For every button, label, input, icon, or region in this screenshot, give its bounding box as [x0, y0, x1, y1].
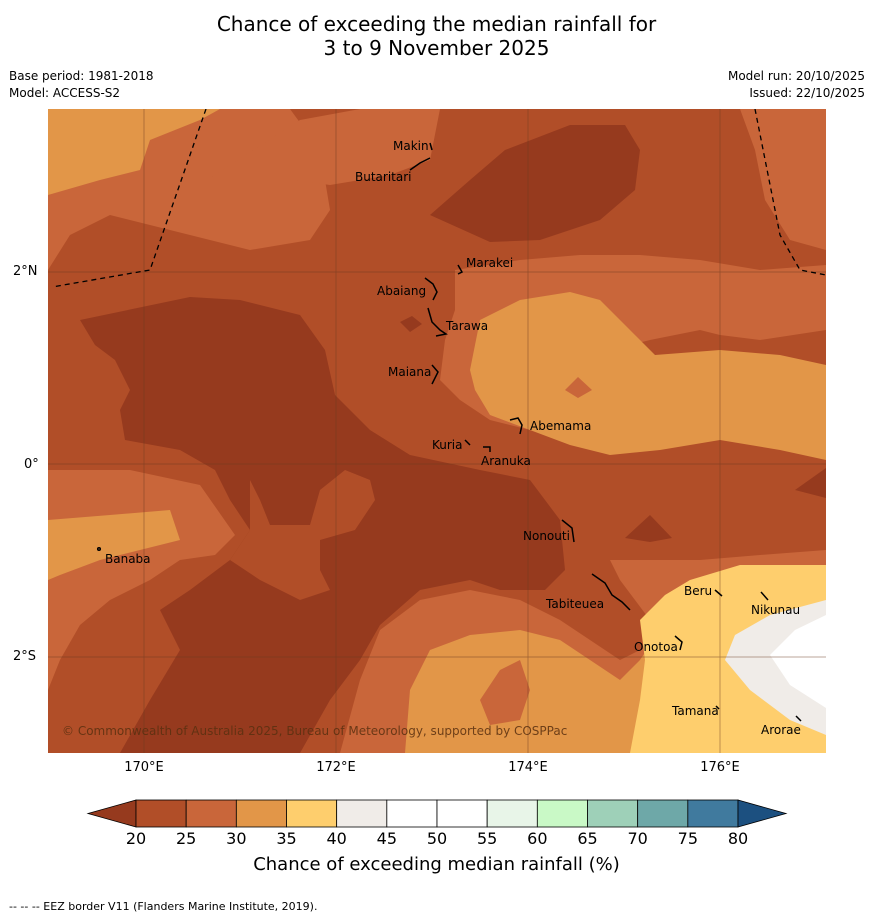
- colorbar-tick-label: 45: [376, 829, 398, 848]
- zone-50-lowerright: [770, 615, 826, 708]
- colorbar-tick-label: 80: [727, 829, 749, 848]
- island-label-onotoa: Onotoa: [634, 640, 678, 654]
- island-label-tamana: Tamana: [672, 704, 719, 718]
- colorbar-extend-high: [737, 799, 788, 828]
- colorbar-cell: [536, 799, 588, 828]
- colorbar-label: Chance of exceeding median rainfall (%): [253, 854, 620, 875]
- eez-footnote: -- -- -- EEZ border V11 (Flanders Marine…: [9, 900, 318, 913]
- island-label-nonouti: Nonouti: [523, 529, 570, 543]
- island-label-kuria: Kuria: [432, 438, 463, 452]
- colorbar-tick-label: 25: [175, 829, 197, 848]
- colorbar-tick-label: 35: [276, 829, 297, 848]
- colorbar-tick-label: 40: [326, 829, 347, 848]
- colorbar-cell: [336, 799, 388, 828]
- zone-35-lowerleft: [48, 510, 180, 580]
- island-shapes: [96, 142, 802, 722]
- island-label-marakei: Marakei: [466, 256, 514, 270]
- zone-20-right: [795, 468, 826, 498]
- title-line-1: Chance of exceeding the median rainfall …: [216, 12, 657, 36]
- colorbar-cells: [86, 799, 788, 828]
- island-label-maiana: Maiana: [388, 365, 432, 379]
- zone-35-topleft: [48, 109, 220, 195]
- colorbar-cell: [486, 799, 538, 828]
- island-label-butaritari: Butaritari: [355, 170, 412, 184]
- colorbar-cell: [135, 799, 187, 828]
- colorbar-cell: [235, 799, 287, 828]
- copyright-notice: © Commonwealth of Australia 2025, Bureau…: [62, 724, 568, 738]
- title-line-2: 3 to 9 November 2025: [323, 36, 550, 60]
- lat-label-2s: 2°S: [13, 649, 37, 664]
- map-title: Chance of exceeding the median rainfall …: [0, 12, 873, 60]
- model-run: Model run: 20/10/2025: [727, 69, 865, 83]
- lon-label-172e: 172°E: [316, 760, 356, 775]
- zone-35-center: [470, 292, 826, 460]
- island-label-tarawa: Tarawa: [446, 319, 489, 333]
- island-label-abemama: Abemama: [530, 419, 592, 433]
- colorbar-tick-label: 65: [577, 829, 598, 848]
- colorbar-cell: [386, 799, 438, 828]
- island-label-tabiteuea: Tabiteuea: [546, 597, 605, 611]
- lat-label-0: 0°: [24, 457, 39, 472]
- lat-label-2n: 2°N: [13, 264, 38, 279]
- colorbar-tick-label: 30: [226, 829, 247, 848]
- colorbar-cell: [587, 799, 639, 828]
- colorbar-tick-label: 55: [476, 829, 498, 848]
- lon-label-174e: 174°E: [508, 760, 548, 775]
- zone-20-topcenter: [430, 125, 640, 242]
- base-period: Base period: 1981-2018: [9, 69, 154, 83]
- colorbar-extend-low: [86, 799, 137, 828]
- lon-label-176e: 176°E: [700, 760, 740, 775]
- island-label-makin: Makin: [393, 139, 429, 153]
- island-label-banaba: Banaba: [105, 552, 151, 566]
- model-name: Model: ACCESS-S2: [9, 86, 121, 100]
- colorbar-cell: [286, 799, 338, 828]
- meta-left: Base period: 1981-2018 Model: ACCESS-S2: [9, 68, 154, 102]
- colorbar-cell: [185, 799, 237, 828]
- colorbar-tick-label: 75: [677, 829, 699, 848]
- colorbar-cell: [637, 799, 689, 828]
- island-label-aranuka: Aranuka: [481, 454, 531, 468]
- island-label-abaiang: Abaiang: [377, 284, 427, 298]
- island-label-nikunau: Nikunau: [751, 603, 801, 617]
- zone-25-pocket: [230, 470, 375, 600]
- island-label-arorae: Arorae: [761, 723, 801, 737]
- zone-20-nonouti: [625, 515, 672, 542]
- meta-right: Model run: 20/10/2025 Issued: 22/10/2025: [728, 68, 865, 102]
- colorbar-tick-label: 50: [426, 829, 448, 848]
- gridlines: [48, 109, 826, 753]
- zone-30-islet: [565, 377, 592, 398]
- colorbar-cell: [687, 799, 739, 828]
- zone-30-topright: [740, 109, 826, 250]
- colorbar-tick-label: 70: [627, 829, 648, 848]
- colorbar-tick-label: 20: [125, 829, 147, 848]
- colorbar-cell: [436, 799, 488, 828]
- zone-30-inset: [480, 660, 530, 725]
- colorbar-tick-label: 60: [527, 829, 548, 848]
- lon-label-170e: 170°E: [124, 760, 164, 775]
- zone-20-small: [400, 316, 422, 332]
- issued-date: Issued: 22/10/2025: [749, 86, 865, 100]
- zone-30-topcenter: [210, 109, 440, 185]
- island-label-beru: Beru: [684, 584, 713, 598]
- eez-border: [51, 109, 826, 288]
